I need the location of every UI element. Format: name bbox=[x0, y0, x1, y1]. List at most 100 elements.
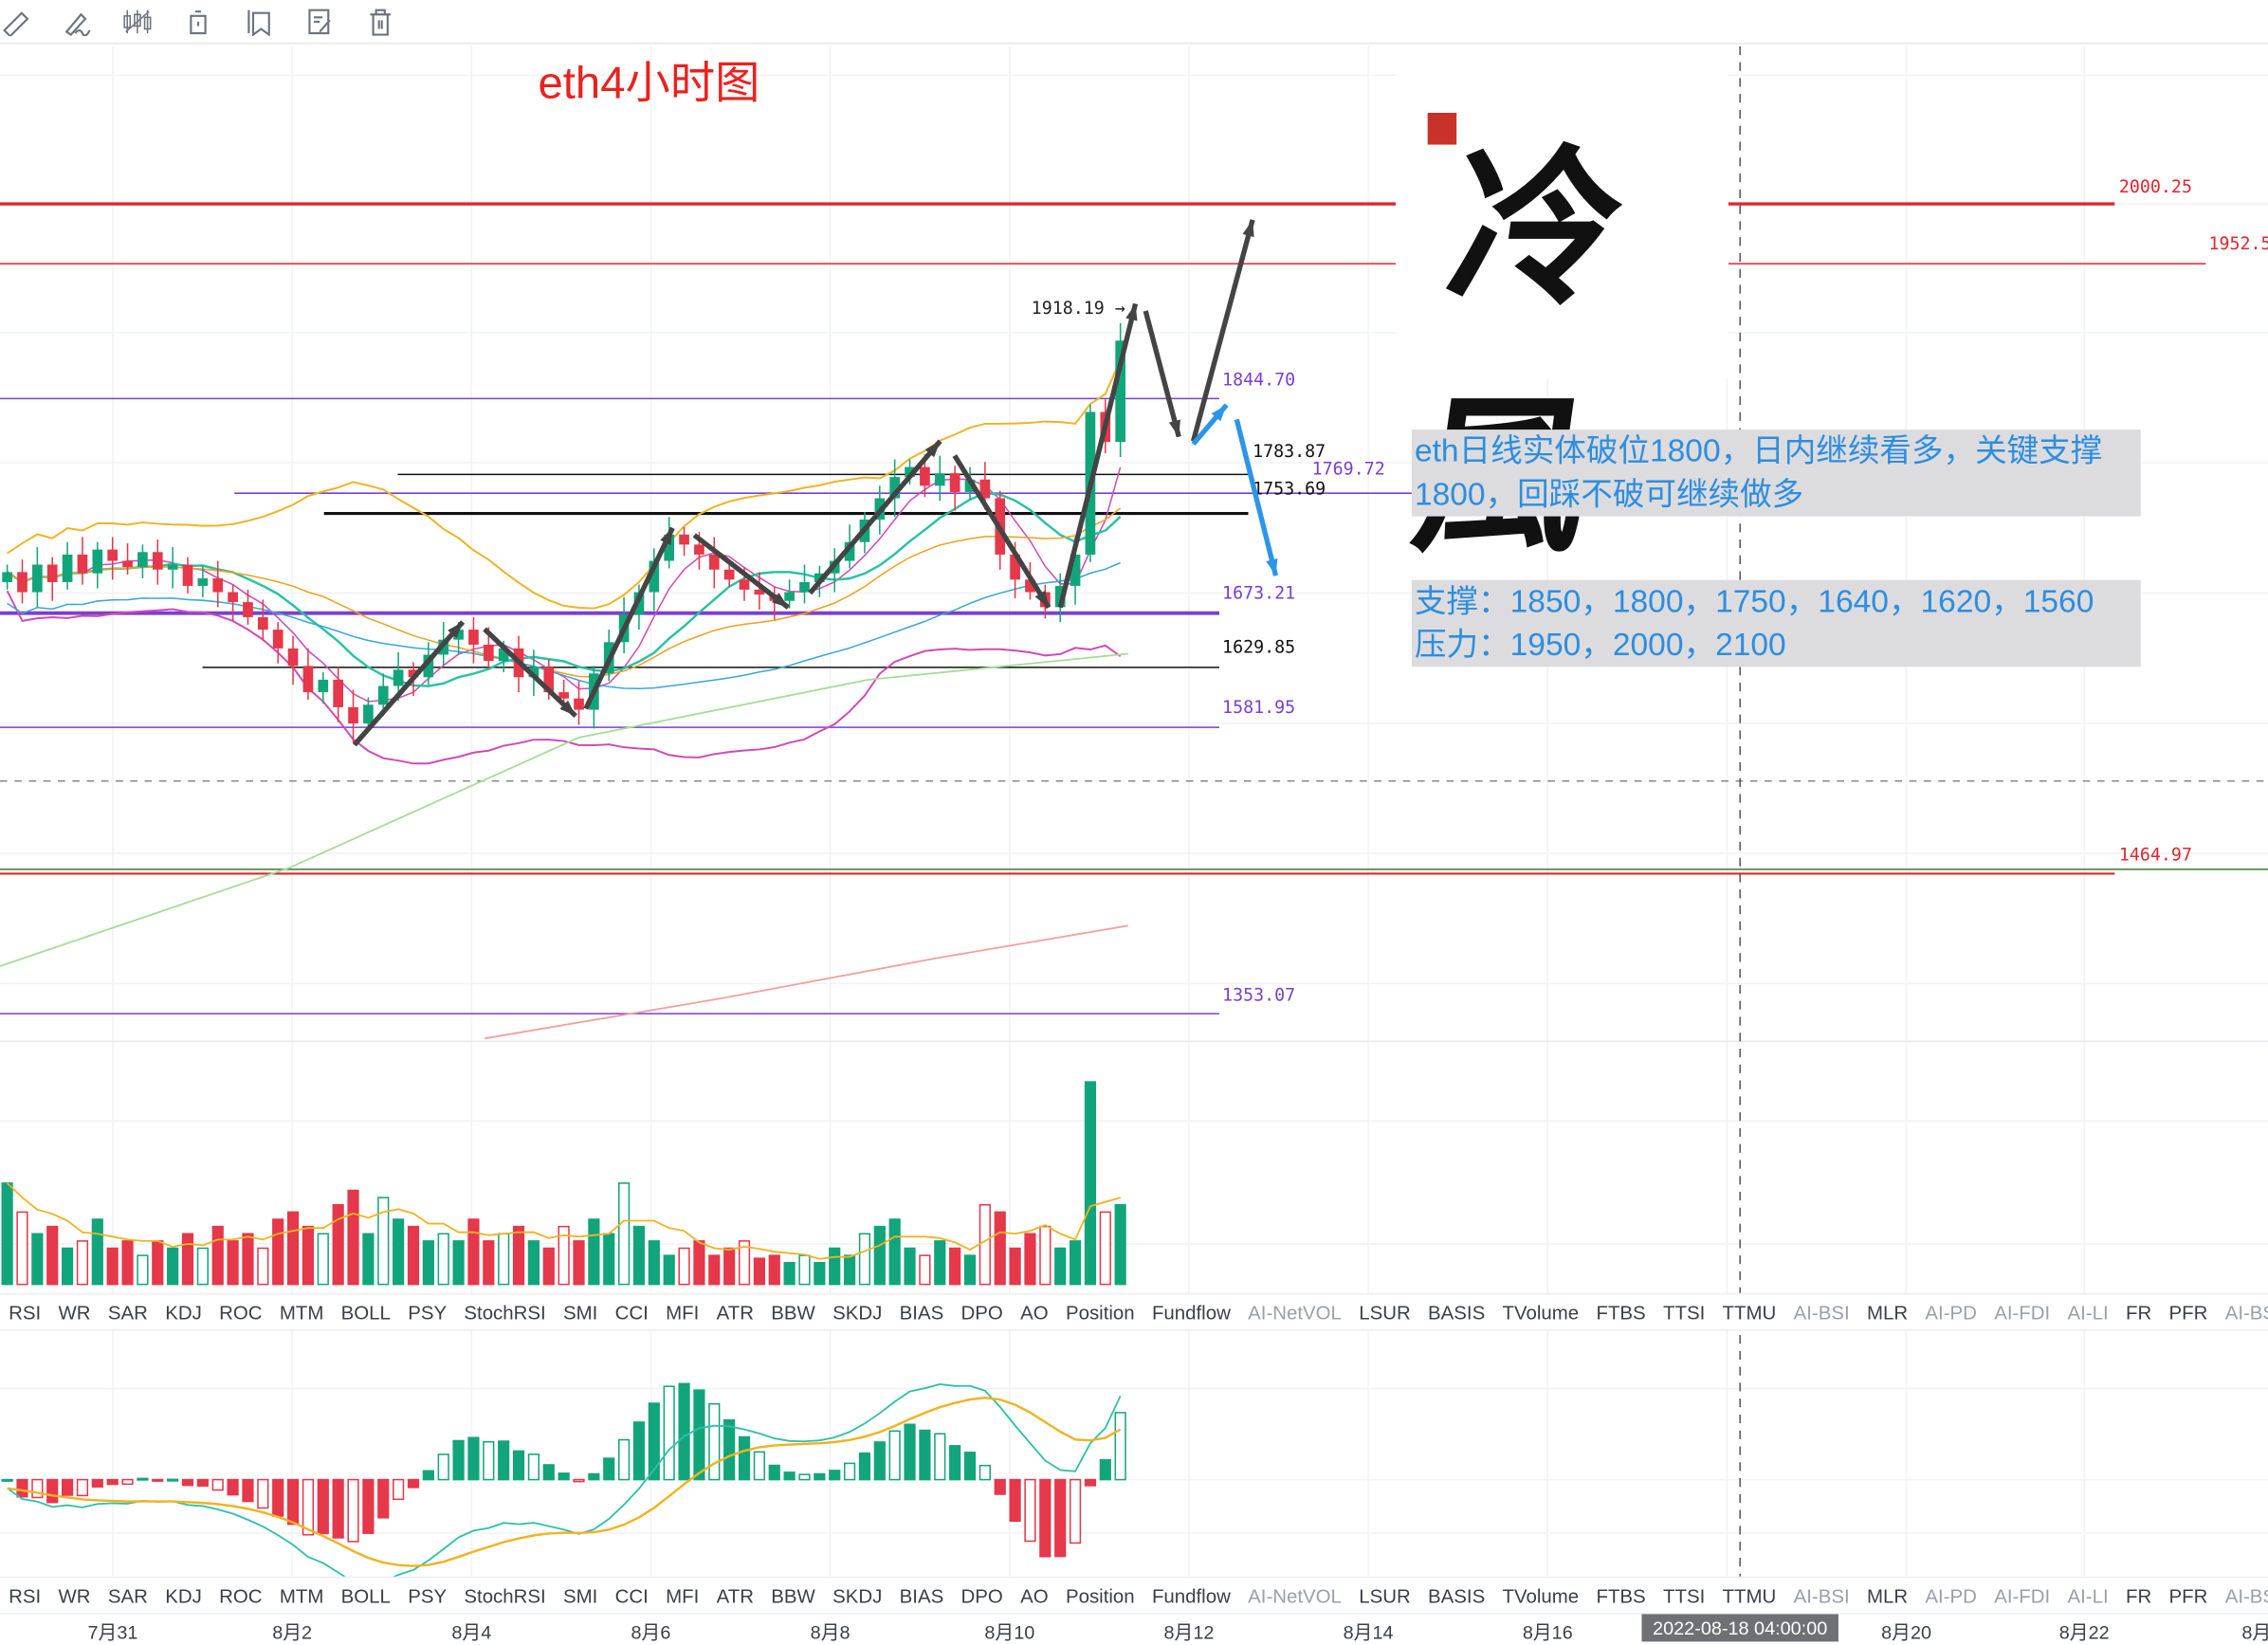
tab-bias[interactable]: BIAS bbox=[899, 1584, 944, 1607]
tab-ai-pd[interactable]: AI-PD bbox=[1925, 1301, 1977, 1324]
tab-atr[interactable]: ATR bbox=[716, 1584, 754, 1607]
trend-arrow[interactable] bbox=[483, 627, 577, 719]
trend-arrow[interactable] bbox=[1057, 302, 1139, 609]
tab-ao[interactable]: AO bbox=[1020, 1301, 1049, 1324]
tab-pfr[interactable]: PFR bbox=[2168, 1301, 2208, 1324]
lock-icon[interactable] bbox=[182, 6, 214, 38]
volume-bar bbox=[994, 1211, 1006, 1286]
tab-stochrsi[interactable]: StochRSI bbox=[464, 1584, 546, 1607]
date-tick: 8月4 bbox=[451, 1621, 492, 1643]
tab-tvolume[interactable]: TVolume bbox=[1502, 1584, 1580, 1607]
tab-rsi[interactable]: RSI bbox=[9, 1301, 42, 1324]
bookmark-icon[interactable] bbox=[243, 6, 275, 38]
tab-cci[interactable]: CCI bbox=[614, 1584, 649, 1607]
tab-dpo[interactable]: DPO bbox=[960, 1301, 1003, 1324]
tab-ai-li[interactable]: AI-LI bbox=[2067, 1584, 2109, 1607]
tab-mlr[interactable]: MLR bbox=[1866, 1584, 1909, 1607]
trend-arrow[interactable] bbox=[692, 533, 791, 610]
tab-wr[interactable]: WR bbox=[58, 1584, 91, 1607]
brush-icon[interactable] bbox=[61, 6, 93, 38]
tab-sar[interactable]: SAR bbox=[107, 1301, 148, 1324]
tab-lsur[interactable]: LSUR bbox=[1359, 1301, 1411, 1324]
tab-ai-fdi[interactable]: AI-FDI bbox=[1994, 1584, 2051, 1607]
trend-arrow[interactable] bbox=[583, 526, 675, 710]
tab-mfi[interactable]: MFI bbox=[666, 1584, 700, 1607]
tab-bias[interactable]: BIAS bbox=[899, 1301, 944, 1324]
tab-position[interactable]: Position bbox=[1065, 1584, 1135, 1607]
macd-histogram-bar bbox=[934, 1433, 946, 1481]
tab-psy[interactable]: PSY bbox=[408, 1584, 448, 1607]
tab-ai-fdi[interactable]: AI-FDI bbox=[1994, 1301, 2051, 1324]
tab-ftbs[interactable]: FTBS bbox=[1596, 1584, 1646, 1607]
ruler-icon[interactable] bbox=[0, 6, 32, 38]
tab-kdj[interactable]: KDJ bbox=[165, 1584, 202, 1607]
tab-lsur[interactable]: LSUR bbox=[1359, 1584, 1411, 1607]
trend-arrow[interactable] bbox=[1190, 219, 1255, 442]
macd-histogram-bar bbox=[498, 1440, 510, 1481]
tab-ttsi[interactable]: TTSI bbox=[1662, 1584, 1706, 1607]
tab-kdj[interactable]: KDJ bbox=[165, 1301, 202, 1324]
tab-ftbs[interactable]: FTBS bbox=[1596, 1301, 1646, 1324]
volume-bar bbox=[106, 1247, 119, 1286]
tab-rsi[interactable]: RSI bbox=[9, 1584, 42, 1607]
candles-icon[interactable] bbox=[121, 6, 154, 38]
tab-atr[interactable]: ATR bbox=[716, 1301, 754, 1324]
tab-smi[interactable]: SMI bbox=[563, 1584, 598, 1607]
edit-note-icon[interactable] bbox=[303, 6, 336, 38]
tab-mtm[interactable]: MTM bbox=[279, 1584, 324, 1607]
tab-ai-bsi[interactable]: AI-BSI bbox=[1793, 1584, 1850, 1607]
tab-boll[interactable]: BOLL bbox=[340, 1301, 391, 1324]
tab-ttsi[interactable]: TTSI bbox=[1662, 1301, 1706, 1324]
tab-basis[interactable]: BASIS bbox=[1428, 1301, 1486, 1324]
tab-tvolume[interactable]: TVolume bbox=[1502, 1301, 1580, 1324]
tab-dpo[interactable]: DPO bbox=[960, 1584, 1003, 1607]
trend-arrow[interactable] bbox=[352, 620, 466, 747]
macd-histogram-bar bbox=[829, 1470, 841, 1481]
tab-ai-netvol[interactable]: AI-NetVOL bbox=[1248, 1301, 1342, 1324]
tab-fundflow[interactable]: Fundflow bbox=[1151, 1584, 1231, 1607]
trend-arrow[interactable] bbox=[1234, 418, 1279, 576]
tab-ao[interactable]: AO bbox=[1020, 1584, 1049, 1607]
tab-fr[interactable]: FR bbox=[2125, 1301, 2152, 1324]
trend-arrow[interactable] bbox=[1143, 310, 1181, 438]
candle-body bbox=[664, 534, 675, 561]
tab-position[interactable]: Position bbox=[1065, 1301, 1135, 1324]
tab-basis[interactable]: BASIS bbox=[1428, 1584, 1486, 1607]
tab-roc[interactable]: ROC bbox=[219, 1584, 263, 1607]
tab-boll[interactable]: BOLL bbox=[340, 1584, 391, 1607]
trend-arrow[interactable] bbox=[952, 454, 1052, 610]
tab-cci[interactable]: CCI bbox=[614, 1301, 649, 1324]
tab-mlr[interactable]: MLR bbox=[1866, 1301, 1909, 1324]
tab-ai-bst[interactable]: AI-BST bbox=[2224, 1301, 2268, 1324]
tab-mfi[interactable]: MFI bbox=[666, 1301, 700, 1324]
trend-arrow[interactable] bbox=[808, 439, 942, 595]
macd-histogram-bar bbox=[362, 1478, 375, 1534]
tab-skdj[interactable]: SKDJ bbox=[832, 1301, 883, 1324]
tab-fr[interactable]: FR bbox=[2125, 1584, 2152, 1607]
tab-skdj[interactable]: SKDJ bbox=[832, 1584, 883, 1607]
tab-pfr[interactable]: PFR bbox=[2168, 1584, 2208, 1607]
tab-bbw[interactable]: BBW bbox=[771, 1584, 815, 1607]
tab-ai-pd[interactable]: AI-PD bbox=[1925, 1584, 1977, 1607]
tab-ai-bst[interactable]: AI-BST bbox=[2224, 1584, 2268, 1607]
tab-roc[interactable]: ROC bbox=[219, 1301, 263, 1324]
tab-bbw[interactable]: BBW bbox=[771, 1301, 815, 1324]
tab-ai-bsi[interactable]: AI-BSI bbox=[1793, 1301, 1850, 1324]
volume-bar bbox=[332, 1203, 344, 1286]
tab-smi[interactable]: SMI bbox=[563, 1301, 598, 1324]
trash-icon[interactable] bbox=[364, 6, 396, 38]
tab-psy[interactable]: PSY bbox=[408, 1301, 448, 1324]
tab-ai-netvol[interactable]: AI-NetVOL bbox=[1248, 1584, 1342, 1607]
tab-ai-li[interactable]: AI-LI bbox=[2067, 1301, 2109, 1324]
candle-body bbox=[137, 552, 148, 568]
tab-ttmu[interactable]: TTMU bbox=[1722, 1301, 1777, 1324]
tab-stochrsi[interactable]: StochRSI bbox=[464, 1301, 546, 1324]
tab-ttmu[interactable]: TTMU bbox=[1722, 1584, 1777, 1607]
tab-sar[interactable]: SAR bbox=[107, 1584, 148, 1607]
tab-mtm[interactable]: MTM bbox=[279, 1301, 324, 1324]
volume-bar bbox=[1054, 1247, 1067, 1286]
tab-wr[interactable]: WR bbox=[58, 1301, 91, 1324]
tab-fundflow[interactable]: Fundflow bbox=[1151, 1301, 1231, 1324]
